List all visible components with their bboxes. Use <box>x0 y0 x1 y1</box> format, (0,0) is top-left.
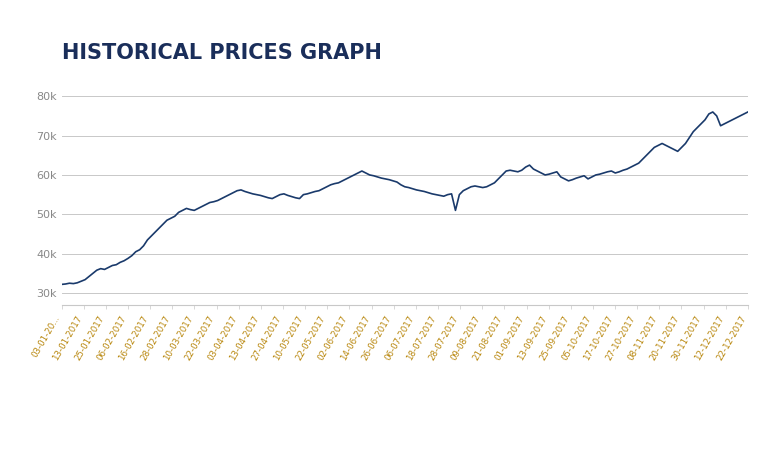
Text: HISTORICAL PRICES GRAPH: HISTORICAL PRICES GRAPH <box>62 44 382 63</box>
